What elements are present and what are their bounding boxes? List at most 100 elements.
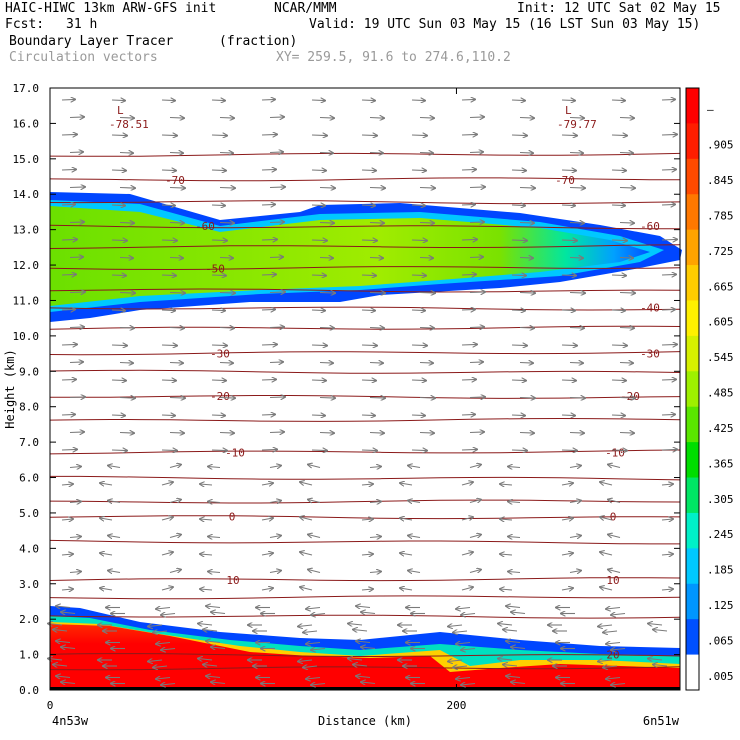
vector-arrow — [611, 345, 627, 346]
vector-arrow — [511, 275, 526, 276]
vector-arrow — [469, 327, 484, 328]
vector-arrow — [611, 310, 625, 311]
colorbar-segment — [686, 477, 699, 514]
vector-arrow — [306, 678, 321, 680]
vector-arrow — [306, 608, 321, 610]
vector-arrow — [561, 553, 573, 555]
vector-arrow — [461, 239, 477, 240]
vector-arrow — [611, 614, 626, 616]
vector-arrow — [361, 682, 376, 684]
contour-label: -40 — [640, 302, 660, 315]
vector-arrow — [211, 415, 225, 416]
vector-arrow — [661, 449, 677, 450]
contour-line — [49, 244, 681, 249]
vector-arrow — [311, 205, 325, 206]
vector-arrow — [111, 170, 126, 171]
vector-arrow — [361, 612, 376, 614]
vector-arrow — [419, 188, 435, 189]
contour-line — [49, 653, 681, 657]
vector-arrow — [611, 415, 625, 416]
vector-arrow — [569, 536, 581, 538]
vector-arrow — [661, 344, 677, 345]
vector-arrow — [511, 310, 525, 311]
vector-arrow — [111, 415, 125, 416]
vector-arrow — [600, 482, 613, 485]
contour-line — [49, 499, 681, 504]
y-axis: 0.0 1.0 2.0 3.0 4.0 5.0 6.0 7.0 8.0 9.0 10.0 11.0 12… — [13, 82, 680, 697]
vector-arrow — [261, 344, 277, 345]
vector-arrow — [169, 293, 185, 294]
vector-arrow — [211, 170, 226, 171]
vector-arrow — [311, 170, 326, 171]
vector-arrow — [156, 678, 171, 680]
vector-arrow — [319, 363, 333, 364]
vector-arrow — [561, 135, 577, 136]
vector-arrow — [419, 293, 435, 294]
field-name: Boundary Layer Tracer — [9, 34, 174, 49]
vector-arrow — [408, 536, 421, 538]
model-title: HAIC-HIWC 13km ARW-GFS init — [5, 1, 217, 16]
vector-arrow — [569, 398, 585, 399]
vector-arrow — [619, 328, 634, 329]
vector-arrow — [469, 152, 483, 153]
vector-arrow — [206, 676, 221, 678]
vector-arrow — [161, 100, 175, 101]
vector-arrow — [269, 152, 283, 153]
vector-arrow — [608, 570, 621, 573]
vector-arrow — [108, 571, 121, 573]
vector-arrow — [369, 293, 385, 294]
vector-arrow — [569, 466, 581, 468]
x-axis-label: Distance (km) — [318, 714, 412, 728]
vector-arrow — [311, 240, 327, 241]
vector-arrow — [569, 223, 584, 224]
contour-line — [49, 351, 681, 356]
vector-arrow — [469, 117, 484, 118]
vector-arrow — [606, 643, 621, 645]
vector-arrow — [361, 100, 375, 101]
vector-arrow — [311, 135, 327, 136]
vector-arrow — [169, 153, 183, 154]
contour-line — [49, 369, 681, 374]
vector-arrow — [269, 571, 281, 573]
vector-arrow — [661, 204, 675, 205]
y-tick-label: 17.0 — [13, 82, 40, 95]
vector-arrow — [619, 363, 633, 364]
vector-arrow — [119, 118, 134, 119]
contour-line — [49, 266, 681, 271]
y-tick-label: 9.0 — [19, 365, 39, 378]
vector-arrow — [611, 100, 625, 101]
vector-arrow — [219, 328, 234, 329]
vector-arrow — [161, 310, 175, 311]
vector-arrow — [661, 309, 675, 310]
vector-arrow — [619, 118, 634, 119]
vector-arrow — [469, 432, 484, 433]
organization-label: NCAR/MMM — [274, 1, 337, 16]
vector-arrow — [319, 433, 334, 434]
vector-arrow — [56, 641, 71, 643]
vector-arrow — [653, 665, 668, 667]
vector-arrow — [561, 588, 573, 590]
vector-arrow — [361, 554, 373, 555]
vector-arrow — [161, 415, 175, 416]
vector-arrow — [506, 676, 521, 678]
colorbar-segment — [686, 88, 699, 124]
vector-arrow — [448, 660, 463, 662]
vector-arrow — [519, 293, 535, 294]
vector-arrow — [411, 135, 427, 136]
vector-arrow — [369, 223, 384, 224]
vector-arrow — [219, 398, 235, 399]
forecast-hour: 31 h — [66, 17, 98, 32]
vector-arrow — [61, 554, 73, 555]
vector-arrow — [161, 135, 177, 136]
vector-arrow — [611, 450, 627, 451]
vector-arrow — [361, 380, 376, 381]
vector-arrow — [461, 379, 476, 380]
vector-arrow — [303, 666, 318, 668]
vector-arrow — [161, 482, 173, 485]
vector-arrow — [319, 398, 335, 399]
colorbar-segment — [686, 194, 699, 231]
vector-arrow — [611, 240, 627, 241]
vector-arrow — [411, 205, 425, 206]
ground-line — [50, 687, 680, 690]
colorbar-segment — [686, 335, 699, 372]
